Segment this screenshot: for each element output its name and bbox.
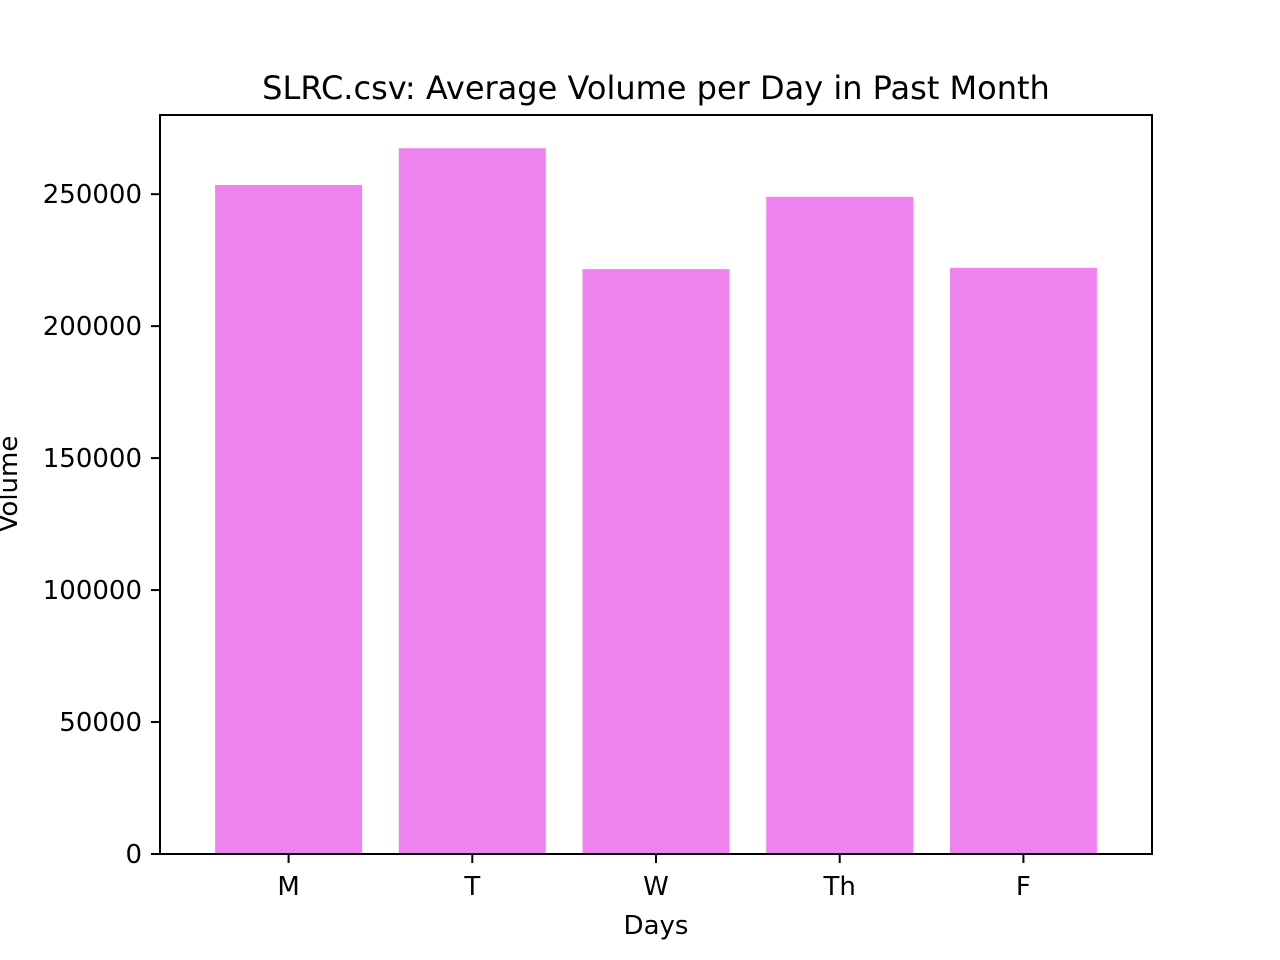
bars-group [215, 148, 1097, 855]
x-tick-label: Th [823, 872, 856, 902]
y-axis: 0 50000 100000 150000 200000 250000 [43, 180, 160, 870]
x-axis: M T W Th F [277, 854, 1031, 902]
y-tick-label: 150000 [43, 444, 142, 474]
chart-title: SLRC.csv: Average Volume per Day in Past… [262, 69, 1050, 107]
bar-m [215, 184, 363, 855]
bar-w [582, 269, 730, 854]
y-tick-label: 250000 [43, 180, 142, 210]
bar-t [398, 148, 546, 854]
x-axis-label: Days [624, 911, 689, 941]
y-tick-label: 50000 [59, 708, 142, 738]
y-tick-label: 200000 [43, 312, 142, 342]
x-tick-label: M [277, 872, 299, 902]
y-tick-label: 100000 [43, 576, 142, 606]
x-tick-label: T [463, 872, 480, 902]
x-tick-label: W [643, 872, 669, 902]
bar-th [766, 196, 914, 854]
x-tick-label: F [1016, 872, 1031, 902]
bar-f [949, 267, 1097, 854]
y-axis-label: Volume [0, 436, 24, 533]
y-tick-label: 0 [125, 840, 142, 870]
